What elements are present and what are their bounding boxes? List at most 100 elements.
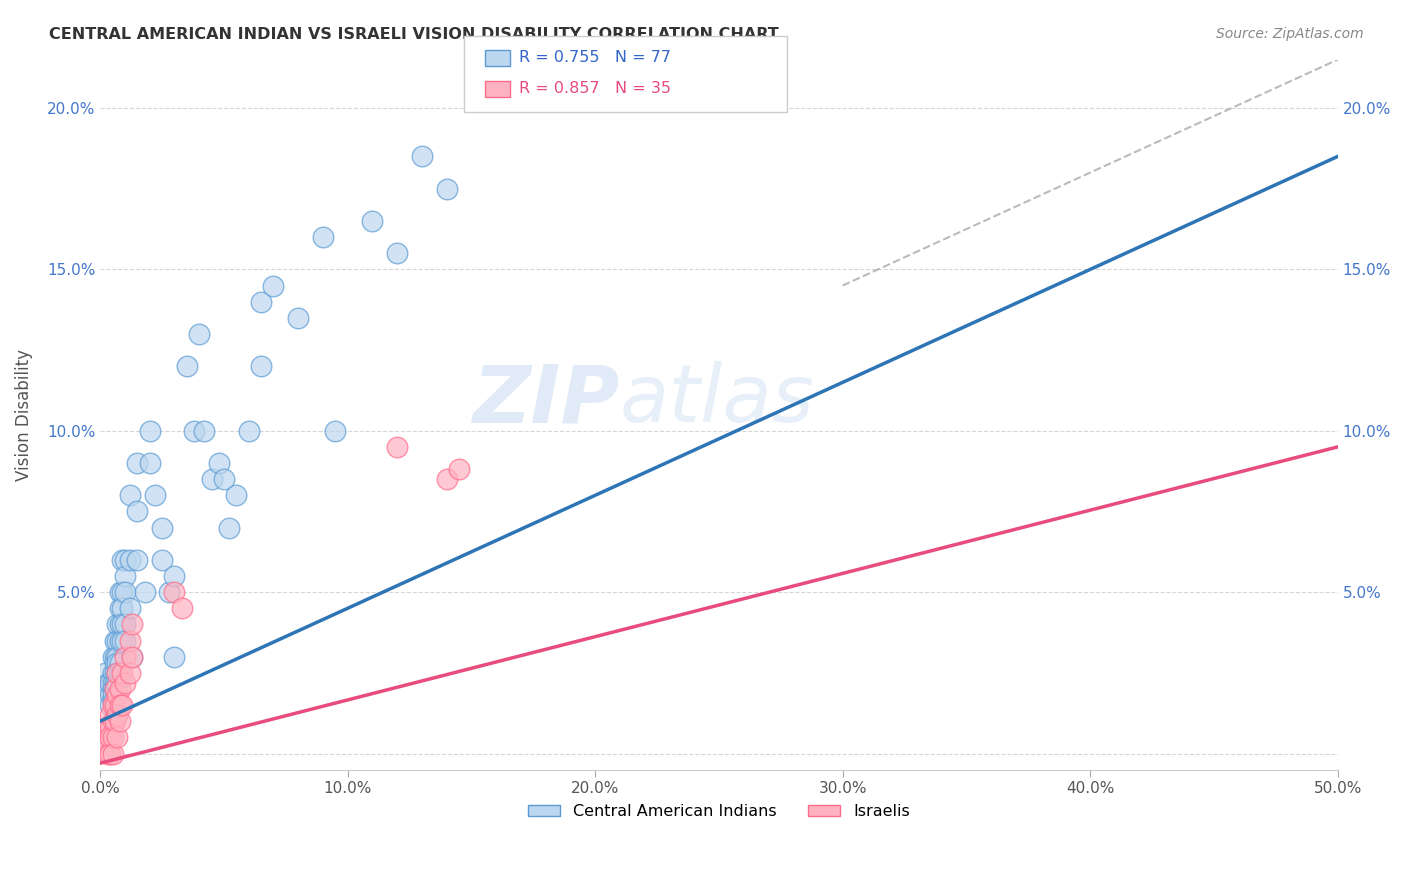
Point <box>447 462 470 476</box>
Point <box>96 747 118 761</box>
Point <box>104 665 127 680</box>
Point <box>107 617 129 632</box>
Point <box>107 665 129 680</box>
Point <box>127 504 149 518</box>
Point <box>108 714 131 729</box>
Point <box>96 737 118 751</box>
Point <box>150 553 173 567</box>
Point <box>101 731 124 745</box>
Point <box>436 472 458 486</box>
Point <box>127 553 149 567</box>
Point <box>108 617 131 632</box>
Point <box>287 310 309 325</box>
Point <box>111 553 134 567</box>
Point <box>104 698 127 712</box>
Point <box>212 472 235 486</box>
Point <box>250 359 273 374</box>
Point <box>118 553 141 567</box>
Point <box>101 665 124 680</box>
Point <box>170 601 193 615</box>
Point <box>96 731 118 745</box>
Point <box>114 633 136 648</box>
Point <box>225 488 247 502</box>
Point <box>208 456 231 470</box>
Point <box>108 656 131 670</box>
Point <box>138 456 160 470</box>
Point <box>114 585 136 599</box>
Point <box>101 698 124 712</box>
Point <box>107 649 129 664</box>
Point <box>98 707 121 722</box>
Point <box>107 656 129 670</box>
Point <box>108 681 131 696</box>
Point <box>108 698 131 712</box>
Point <box>101 689 124 703</box>
Point <box>238 424 260 438</box>
Point <box>94 721 117 735</box>
Point <box>193 424 215 438</box>
Point <box>108 601 131 615</box>
Point <box>111 698 134 712</box>
Point <box>101 695 124 709</box>
Point <box>96 675 118 690</box>
Text: R = 0.755   N = 77: R = 0.755 N = 77 <box>519 50 671 64</box>
Point <box>183 424 205 438</box>
Point <box>114 569 136 583</box>
Point <box>200 472 222 486</box>
Point <box>98 675 121 690</box>
Point <box>188 326 211 341</box>
Point <box>114 617 136 632</box>
Point <box>118 665 141 680</box>
Point <box>547 85 569 99</box>
Point <box>98 731 121 745</box>
Point <box>111 665 134 680</box>
Point <box>143 488 166 502</box>
Point <box>312 230 335 244</box>
Point <box>104 681 127 696</box>
Point <box>114 675 136 690</box>
Text: Source: ZipAtlas.com: Source: ZipAtlas.com <box>1216 27 1364 41</box>
Point <box>107 731 129 745</box>
Point <box>94 665 117 680</box>
Text: atlas: atlas <box>620 361 814 440</box>
Point <box>218 520 240 534</box>
Point <box>108 665 131 680</box>
Point <box>121 617 143 632</box>
Point <box>118 633 141 648</box>
Point <box>114 553 136 567</box>
Point <box>96 681 118 696</box>
Point <box>163 569 186 583</box>
Point <box>118 601 141 615</box>
Point <box>111 601 134 615</box>
Point <box>121 649 143 664</box>
Point <box>127 456 149 470</box>
Point <box>101 649 124 664</box>
Point <box>111 585 134 599</box>
Point <box>118 488 141 502</box>
Point <box>104 633 127 648</box>
Point <box>163 649 186 664</box>
Point <box>138 424 160 438</box>
Point <box>107 707 129 722</box>
Y-axis label: Vision Disability: Vision Disability <box>15 349 32 481</box>
Point <box>107 633 129 648</box>
Point <box>101 675 124 690</box>
Point <box>323 424 346 438</box>
Point <box>101 747 124 761</box>
Point <box>114 649 136 664</box>
Point <box>361 214 384 228</box>
Point <box>104 656 127 670</box>
Point <box>436 182 458 196</box>
Text: R = 0.857   N = 35: R = 0.857 N = 35 <box>519 81 671 95</box>
Point <box>176 359 198 374</box>
Point <box>108 633 131 648</box>
Point <box>163 585 186 599</box>
Point <box>159 585 181 599</box>
Point <box>134 585 156 599</box>
Point <box>385 246 408 260</box>
Point <box>98 698 121 712</box>
Point <box>250 294 273 309</box>
Point <box>111 617 134 632</box>
Point <box>101 681 124 696</box>
Point <box>101 714 124 729</box>
